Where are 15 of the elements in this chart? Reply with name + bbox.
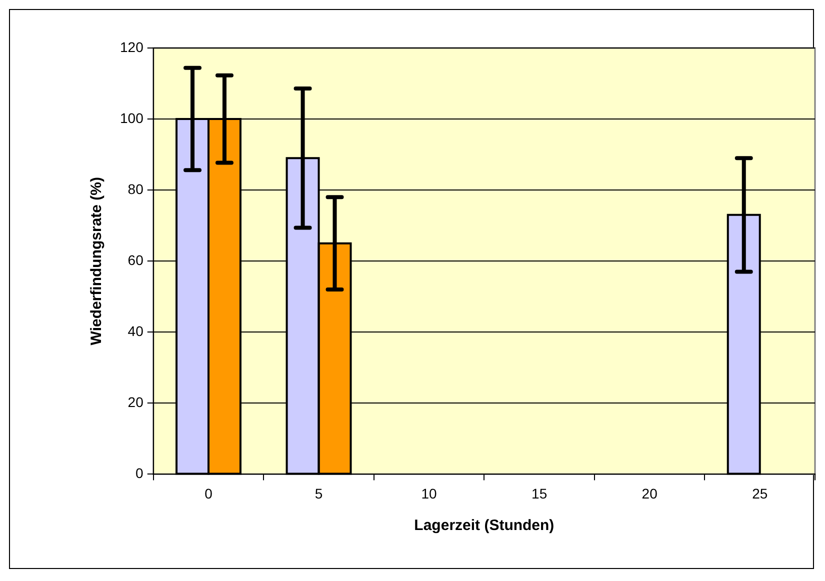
x-tick-label: 0 xyxy=(204,485,213,502)
y-tick-label: 20 xyxy=(128,394,144,410)
x-axis-title: Lagerzeit (Stunden) xyxy=(414,517,554,534)
y-tick-label: 100 xyxy=(120,110,144,126)
x-tick-label: 20 xyxy=(642,485,658,502)
x-tick-label: 5 xyxy=(314,485,323,502)
y-tick-label: 0 xyxy=(136,465,144,482)
y-tick-label: 80 xyxy=(128,180,144,197)
x-tick-label: 25 xyxy=(752,485,768,502)
y-tick-label: 60 xyxy=(128,252,144,268)
x-tick-label: 15 xyxy=(532,485,548,502)
y-axis-title: Wiederfindungsrate (%) xyxy=(88,176,106,346)
x-tick-label: 10 xyxy=(421,485,438,502)
y-tick-label: 120 xyxy=(120,38,144,55)
y-tick-label: 40 xyxy=(128,322,144,339)
